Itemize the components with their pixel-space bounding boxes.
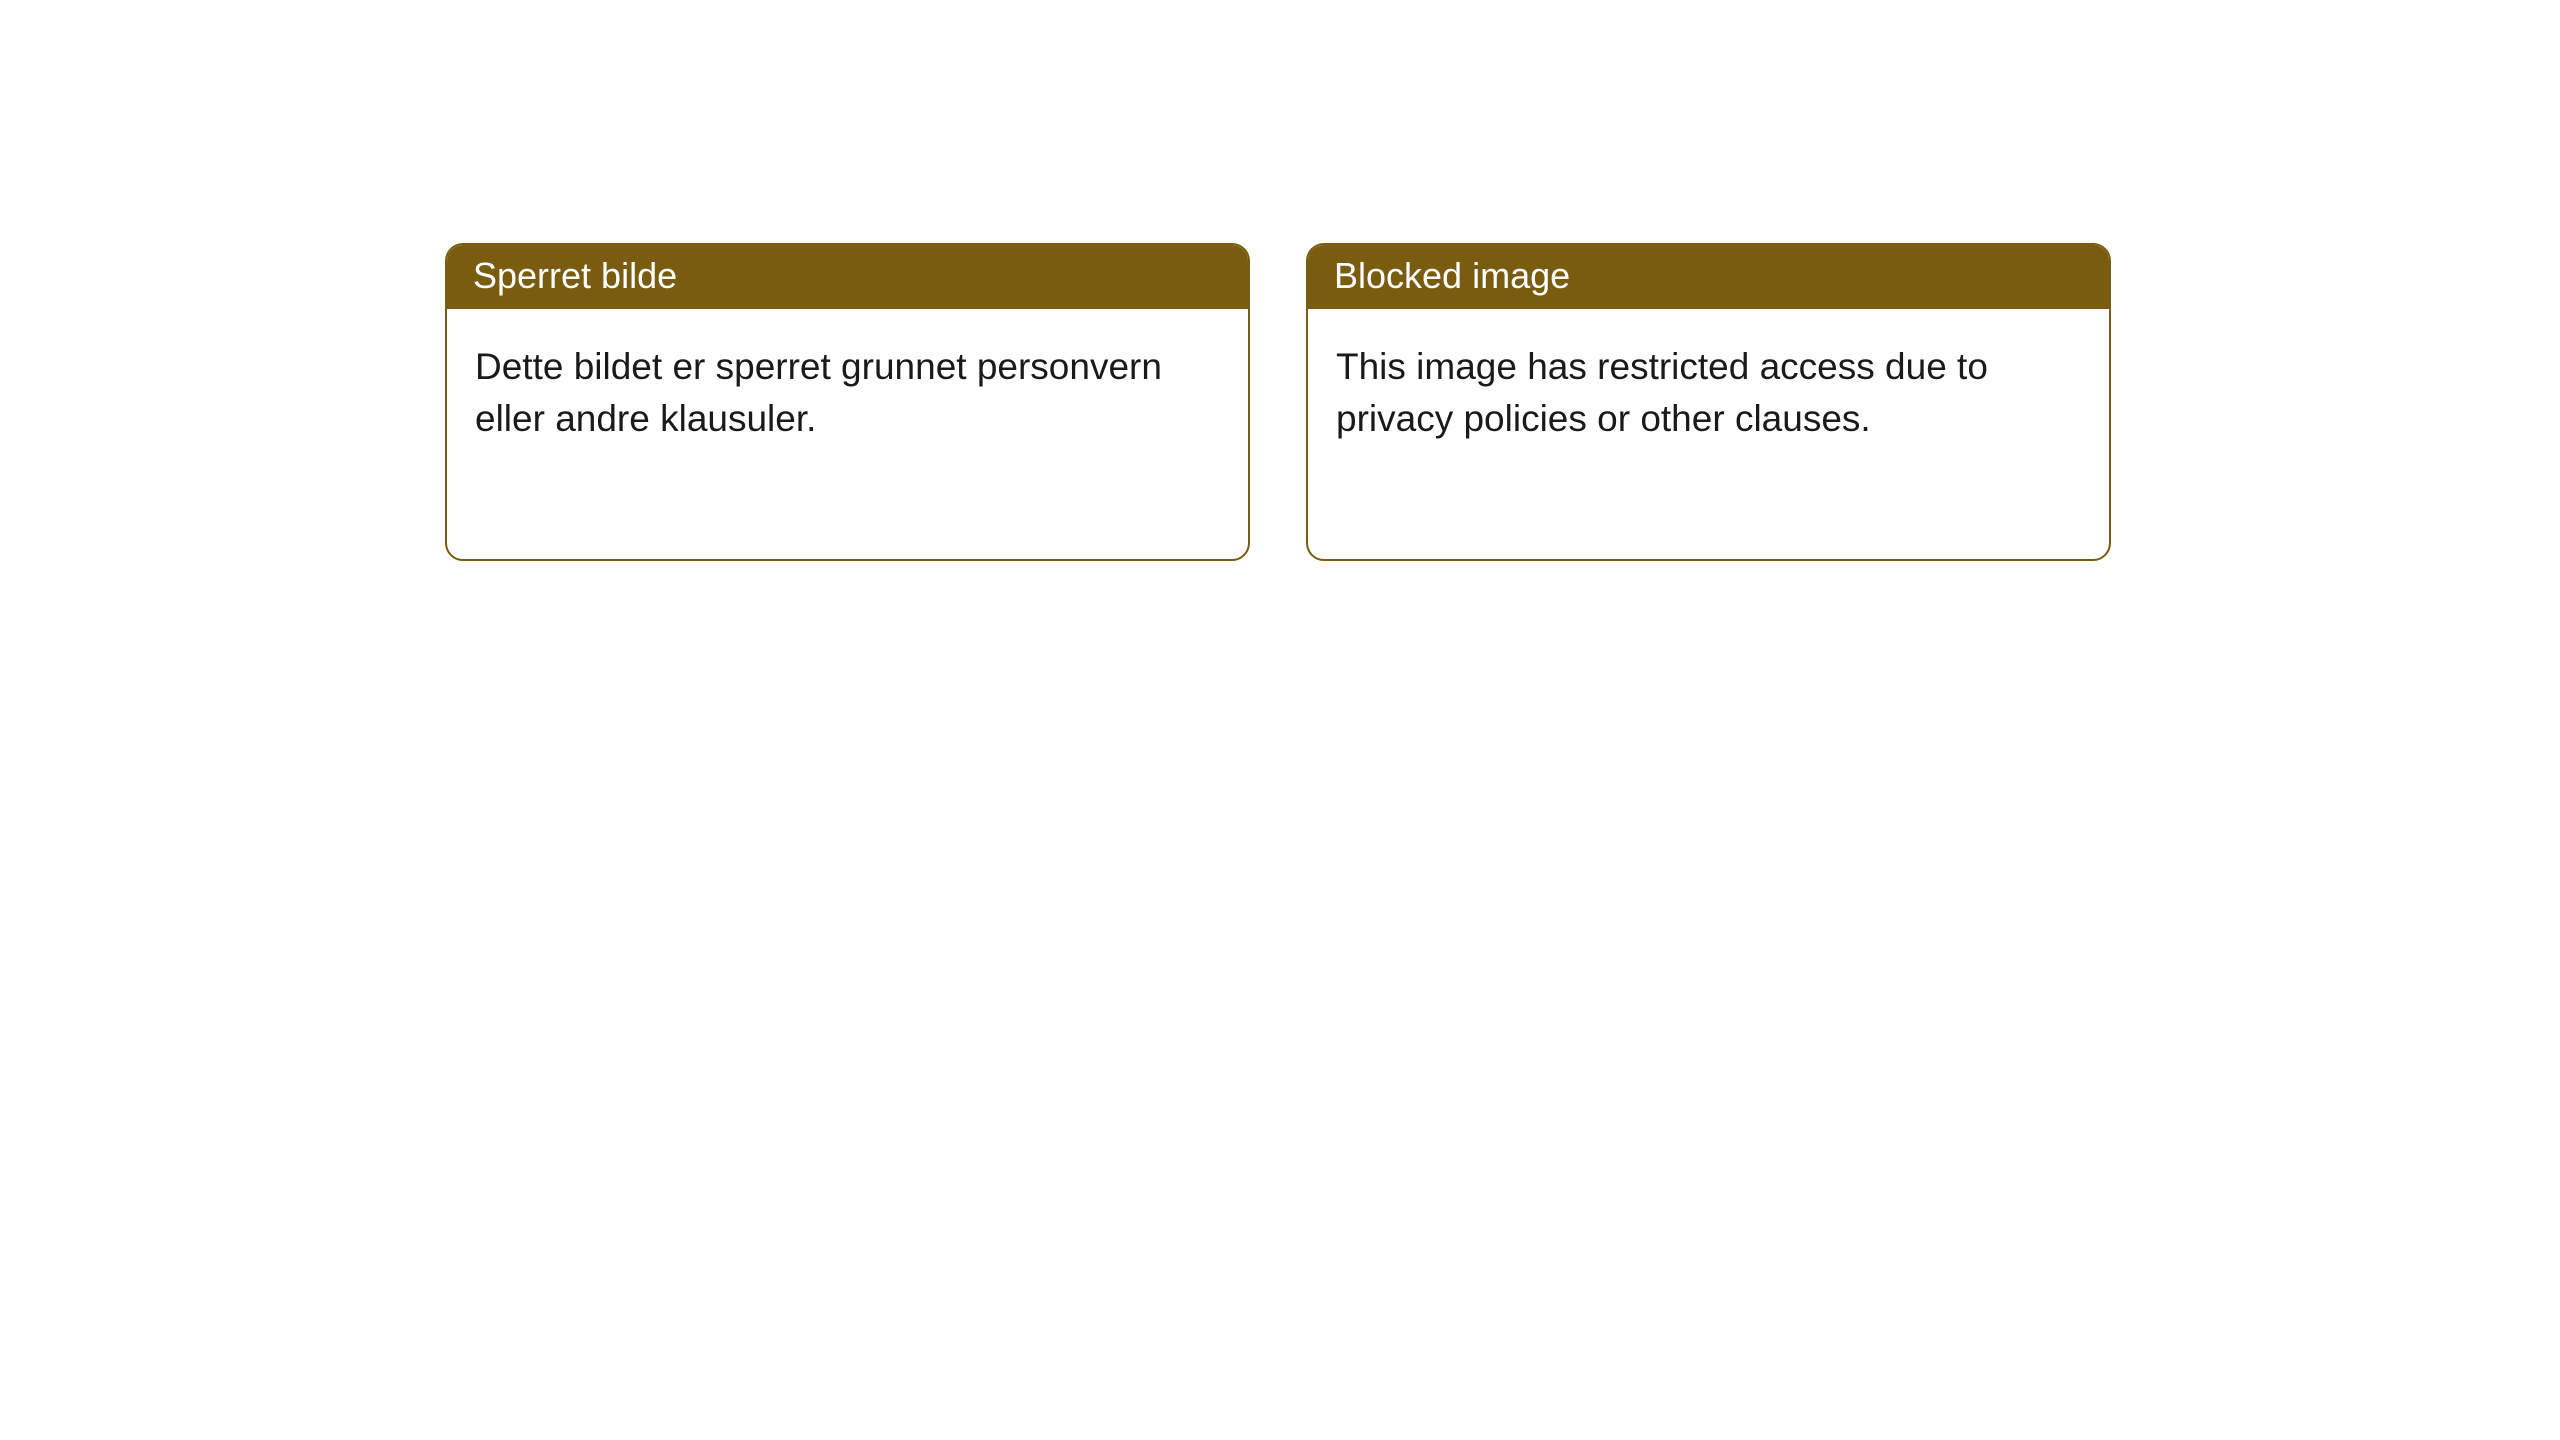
notice-card-norwegian: Sperret bilde Dette bildet er sperret gr… xyxy=(445,243,1250,561)
notice-container: Sperret bilde Dette bildet er sperret gr… xyxy=(0,0,2560,561)
notice-body-text: Dette bildet er sperret grunnet personve… xyxy=(447,309,1248,559)
notice-body-text: This image has restricted access due to … xyxy=(1308,309,2109,559)
notice-card-english: Blocked image This image has restricted … xyxy=(1306,243,2111,561)
notice-title: Blocked image xyxy=(1308,245,2109,309)
notice-title: Sperret bilde xyxy=(447,245,1248,309)
